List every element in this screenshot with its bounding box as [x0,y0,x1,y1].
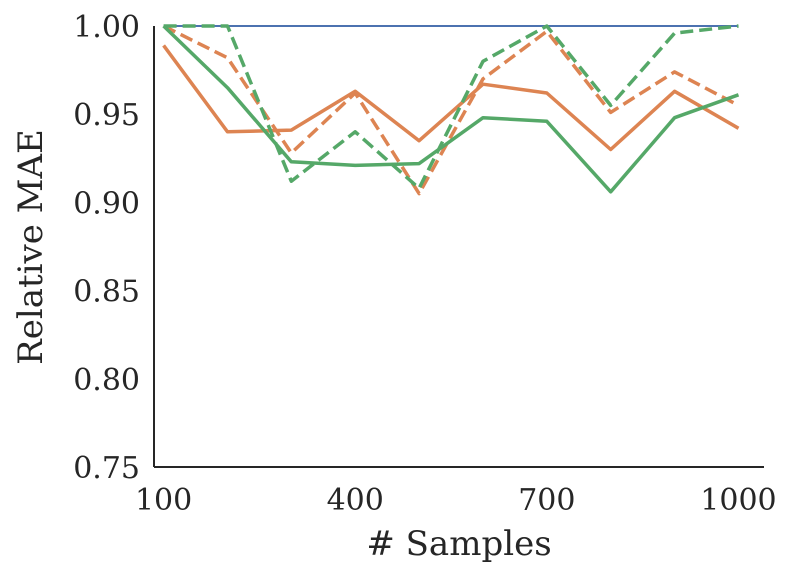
y-tick-label: 0.95 [73,98,140,133]
series-layer [162,24,740,196]
y-tick-label: 0.85 [73,275,140,310]
y-tick-label: 0.80 [73,363,140,398]
series-line-1 [162,44,740,152]
series-line-2 [162,24,740,196]
tick-layer: 0.75 0.80 0.85 0.90 0.95 1.00 100 400 700 1000 [73,10,776,518]
x-tick-label: 100 [135,483,192,518]
x-tick-label: 1000 [700,483,776,518]
y-tick-label: 0.75 [73,451,140,486]
series-line-3 [162,24,740,194]
y-tick-label: 1.00 [73,10,140,45]
x-tick-label: 700 [518,483,575,518]
y-axis-title: Relative MAE [11,129,51,365]
series-line-4 [163,24,739,191]
x-tick-label: 400 [327,483,384,518]
y-tick-label: 0.90 [73,186,140,221]
x-axis-title: # Samples [366,524,551,564]
